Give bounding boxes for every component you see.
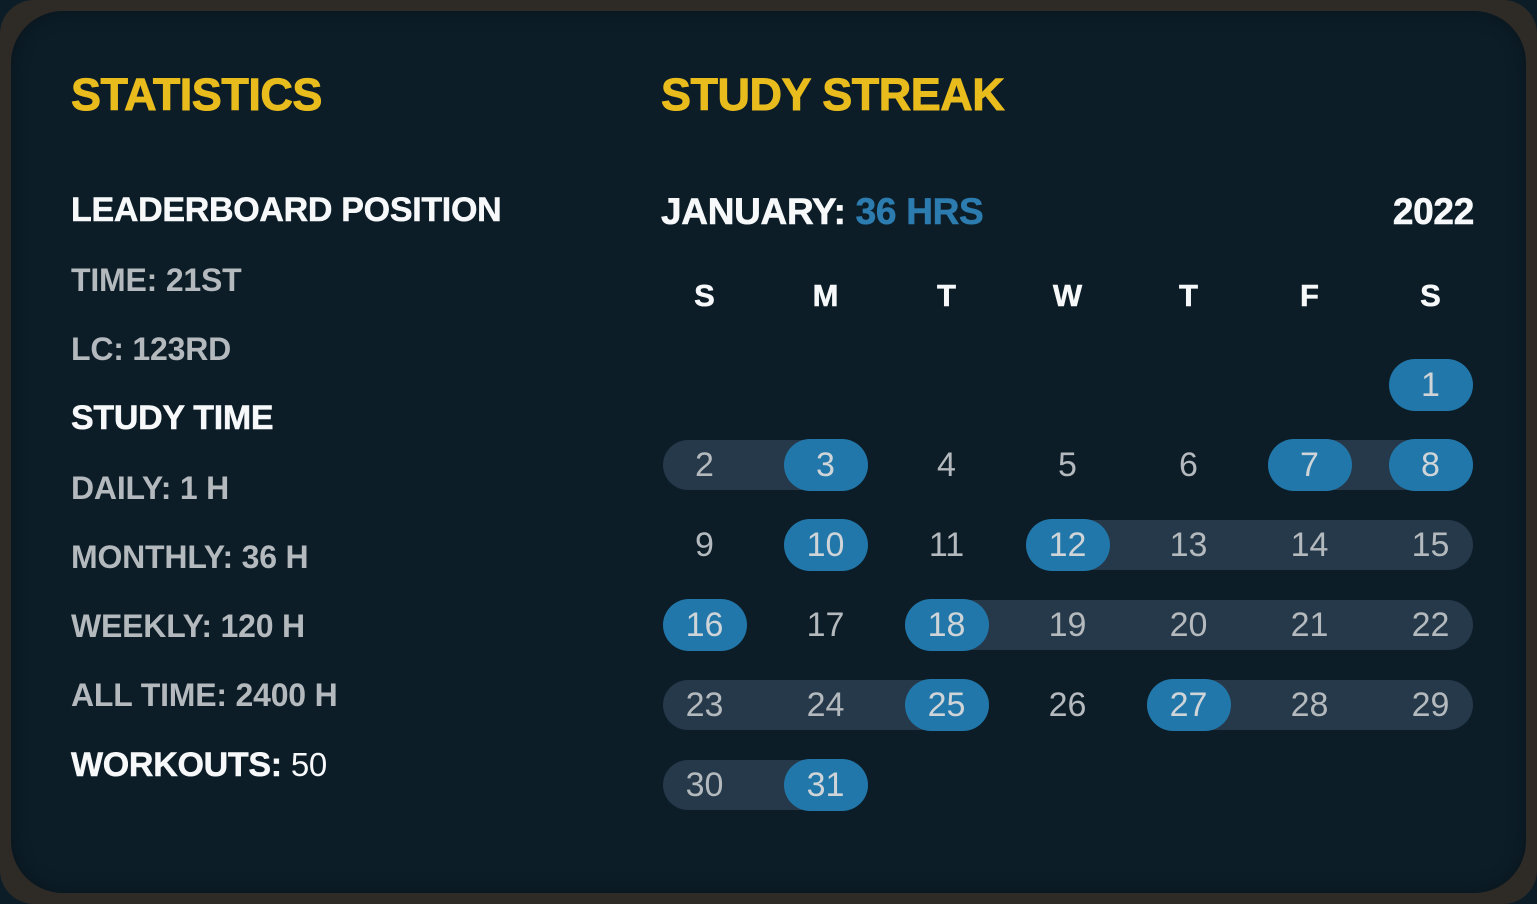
stat-value: 120 H [220,608,306,644]
calendar-day[interactable]: 30 [685,766,724,804]
calendar-day-active[interactable]: 8 [1388,439,1473,491]
day-header: T [1179,278,1198,313]
month-hours-value: 36 HRS [855,191,984,232]
streak-calendar: 1 2 3 4 5 6 7 8 9 10 11 12 13 14 15 16 17 18 19 20 21 22 23 24 2… [644,345,1492,825]
stat-leaderboard-lc: LC: 123RD [71,332,636,366]
study-time-heading: STUDY TIME [71,399,274,437]
month-summary-row: JANUARY: 36 HRS 2022 [644,191,1492,232]
calendar-day[interactable]: 21 [1290,606,1329,644]
day-header: W [1052,278,1083,313]
stat-workouts: WORKOUTS: 50 [71,746,636,784]
calendar-day[interactable]: 9 [695,526,714,564]
calendar-day[interactable]: 19 [1048,606,1087,644]
stat-value: 123RD [132,331,232,367]
calendar-day-active[interactable]: 7 [1267,439,1352,491]
stat-label: DAILY: [71,470,172,506]
calendar-day-active[interactable]: 25 [904,679,989,731]
day-header: S [1420,278,1441,313]
month-hours-summary: JANUARY: 36 HRS [661,191,984,232]
stat-weekly: WEEKLY: 120 H [71,609,636,643]
stat-daily: DAILY: 1 H [71,471,636,505]
day-header: F [1300,278,1319,313]
stat-monthly: MONTHLY: 36 H [71,540,636,574]
calendar-day-active[interactable]: 18 [904,599,989,651]
calendar-day[interactable]: 24 [806,686,845,724]
calendar-day[interactable]: 23 [685,686,724,724]
stat-all-time: ALL TIME: 2400 H [71,678,636,712]
stat-label: MONTHLY: [71,539,233,575]
stat-label: LC: [71,331,124,367]
year-label: 2022 [1392,191,1475,232]
calendar-day[interactable]: 13 [1169,526,1208,564]
calendar-day[interactable]: 29 [1411,686,1450,724]
stat-label: TIME: [71,262,158,298]
workouts-value: 50 [290,746,327,783]
calendar-day-active[interactable]: 1 [1388,359,1473,411]
calendar-day[interactable]: 5 [1058,446,1077,484]
calendar-day[interactable]: 2 [695,446,714,484]
calendar-day[interactable]: 17 [806,606,845,644]
stat-label: ALL TIME: [71,677,227,713]
calendar-day[interactable]: 4 [937,446,956,484]
stat-value: 1 H [179,470,230,506]
day-header: S [694,278,715,313]
calendar-week: 1 [644,345,1492,425]
calendar-day-active[interactable]: 31 [783,759,868,811]
day-header: M [812,278,839,313]
calendar-week: 9 10 11 12 13 14 15 [644,505,1492,585]
calendar-day[interactable]: 6 [1179,446,1198,484]
streak-connector [904,600,1473,650]
statistics-panel: STATISTICS LEADERBOARD POSITION TIME: 21… [71,69,636,784]
study-streak-title: STUDY STREAK [661,69,1006,120]
calendar-week: 30 31 [644,745,1492,825]
calendar-day[interactable]: 26 [1048,686,1087,724]
stat-value: 2400 H [235,677,338,713]
dashboard-card: STATISTICS LEADERBOARD POSITION TIME: 21… [11,11,1526,893]
stat-value: 21ST [165,262,242,298]
calendar-day-active[interactable]: 3 [783,439,868,491]
calendar-day[interactable]: 11 [928,526,965,564]
stat-value: 36 H [241,539,309,575]
calendar-day-active[interactable]: 12 [1025,519,1110,571]
stat-label: WEEKLY: [71,608,212,644]
calendar-week: 23 24 25 26 27 28 29 [644,665,1492,745]
calendar-day[interactable]: 20 [1169,606,1208,644]
month-label: JANUARY: [661,191,847,232]
calendar-day-active[interactable]: 27 [1146,679,1231,731]
stat-leaderboard-time: TIME: 21ST [71,263,636,297]
calendar-day[interactable]: 22 [1411,606,1450,644]
calendar-day[interactable]: 14 [1290,526,1329,564]
day-header: T [937,278,956,313]
leaderboard-heading: LEADERBOARD POSITION [71,191,502,229]
calendar-day-active[interactable]: 10 [783,519,868,571]
calendar-day[interactable]: 15 [1411,526,1450,564]
calendar-week: 16 17 18 19 20 21 22 [644,585,1492,665]
calendar-day-active[interactable]: 16 [662,599,747,651]
statistics-title: STATISTICS [71,69,323,120]
workouts-label: WORKOUTS: [71,746,283,784]
calendar-day[interactable]: 28 [1290,686,1329,724]
